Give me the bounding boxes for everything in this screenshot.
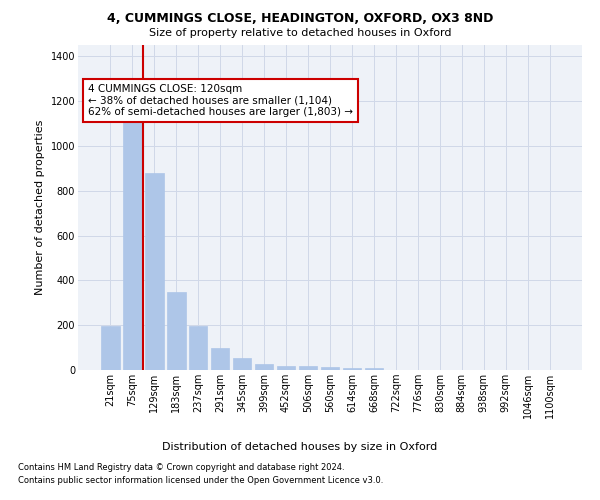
- Text: 4, CUMMINGS CLOSE, HEADINGTON, OXFORD, OX3 8ND: 4, CUMMINGS CLOSE, HEADINGTON, OXFORD, O…: [107, 12, 493, 26]
- Bar: [145, 173, 164, 370]
- Bar: [320, 366, 340, 370]
- Text: Size of property relative to detached houses in Oxford: Size of property relative to detached ho…: [149, 28, 451, 38]
- Text: Distribution of detached houses by size in Oxford: Distribution of detached houses by size …: [163, 442, 437, 452]
- Bar: [123, 120, 142, 370]
- Bar: [277, 366, 295, 370]
- Bar: [189, 326, 208, 370]
- Bar: [211, 348, 229, 370]
- Bar: [255, 364, 274, 370]
- Text: Contains public sector information licensed under the Open Government Licence v3: Contains public sector information licen…: [18, 476, 383, 485]
- Bar: [365, 368, 383, 370]
- Bar: [299, 366, 317, 370]
- Bar: [101, 326, 119, 370]
- Bar: [343, 368, 361, 370]
- Text: 4 CUMMINGS CLOSE: 120sqm
← 38% of detached houses are smaller (1,104)
62% of sem: 4 CUMMINGS CLOSE: 120sqm ← 38% of detach…: [88, 84, 353, 117]
- Bar: [167, 292, 185, 370]
- Text: Contains HM Land Registry data © Crown copyright and database right 2024.: Contains HM Land Registry data © Crown c…: [18, 462, 344, 471]
- Bar: [233, 358, 251, 370]
- Y-axis label: Number of detached properties: Number of detached properties: [35, 120, 45, 295]
